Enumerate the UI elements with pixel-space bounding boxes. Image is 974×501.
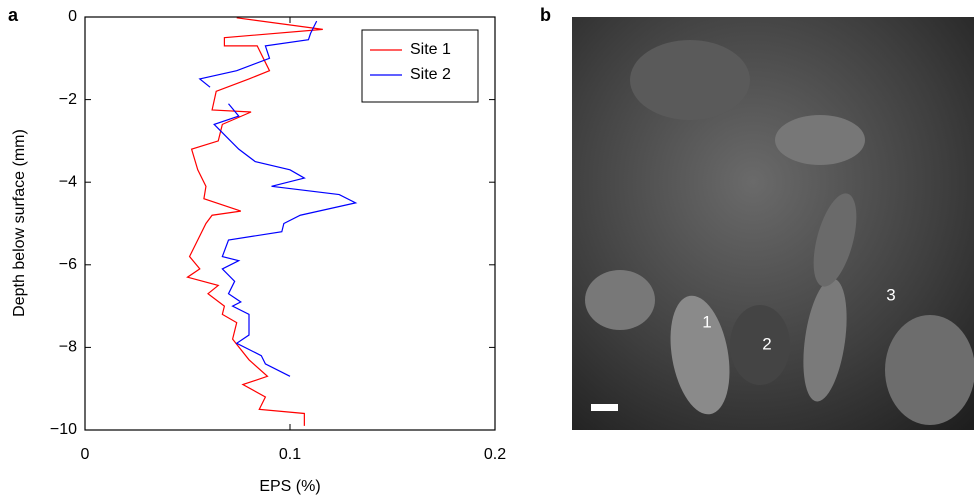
- micrograph: 1 2 3: [572, 17, 974, 430]
- series-line: [198, 20, 358, 377]
- texture: [630, 40, 750, 120]
- series-line: [186, 17, 323, 426]
- scale-bar: [591, 404, 618, 411]
- y-tick-label: 0: [68, 8, 77, 25]
- panel-label: a: [8, 5, 19, 25]
- texture: [585, 270, 655, 330]
- micrograph-label: 2: [762, 334, 771, 353]
- y-tick-label: −8: [59, 339, 77, 356]
- plot-frame: [84, 16, 496, 431]
- x-tick-label: 0.2: [484, 446, 506, 463]
- panel-label: b: [540, 5, 551, 25]
- x-tick-label: 0.1: [279, 446, 301, 463]
- y-tick-label: −4: [59, 173, 77, 190]
- legend-box: [361, 29, 479, 103]
- y-axis-label: Depth below surface (mm): [11, 129, 28, 317]
- x-tick-label: 0: [81, 446, 90, 463]
- micrograph-label: 1: [702, 312, 711, 331]
- legend-label: Site 2: [410, 66, 451, 83]
- texture: [730, 305, 790, 385]
- texture: [775, 115, 865, 165]
- texture: [670, 295, 730, 415]
- micrograph-label: 3: [886, 285, 895, 304]
- y-tick-label: −6: [59, 256, 77, 273]
- y-tick-label: −2: [59, 91, 77, 108]
- y-tick-label: −10: [50, 421, 77, 438]
- texture: [885, 315, 974, 425]
- legend-label: Site 1: [410, 41, 451, 58]
- texture: [803, 278, 847, 402]
- texture: [813, 193, 857, 287]
- x-axis-label: EPS (%): [259, 478, 320, 495]
